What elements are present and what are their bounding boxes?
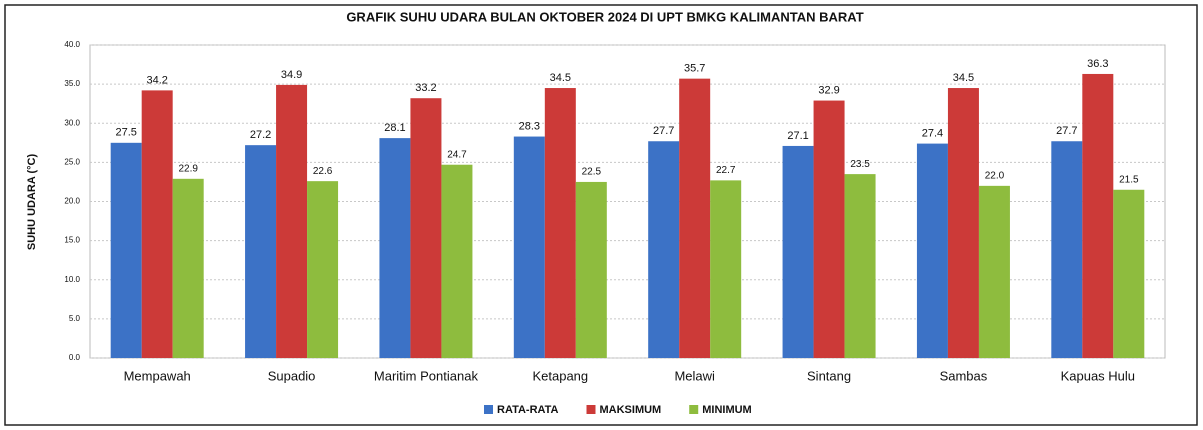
value-label: 33.2 [415, 82, 436, 94]
bar [307, 181, 339, 358]
legend-label: MAKSIMUM [600, 404, 662, 416]
x-tick-label: Ketapang [532, 368, 588, 383]
y-tick-label: 5.0 [69, 314, 81, 323]
y-tick-label: 30.0 [64, 118, 80, 127]
y-tick-label: 10.0 [64, 275, 80, 284]
value-label: 27.5 [115, 127, 136, 139]
legend-swatch [689, 405, 699, 414]
value-label: 34.9 [281, 69, 302, 81]
bar [648, 141, 680, 358]
bar [379, 138, 411, 358]
bar [141, 90, 173, 358]
y-axis-label: SUHU UDARA (°C) [26, 154, 38, 251]
bar [276, 84, 308, 358]
x-tick-label: Melawi [674, 368, 715, 383]
value-label: 21.5 [1119, 174, 1139, 185]
x-tick-label: Supadio [268, 368, 316, 383]
bar [844, 174, 876, 358]
x-tick-label: Mempawah [124, 368, 191, 383]
x-tick-label: Maritim Pontianak [374, 368, 479, 383]
bar [441, 164, 473, 358]
value-label: 36.3 [1087, 58, 1108, 70]
value-label: 34.5 [953, 72, 974, 84]
y-tick-label: 25.0 [64, 157, 80, 166]
y-tick-label: 15.0 [64, 236, 80, 245]
x-tick-label: Sintang [807, 368, 851, 383]
bar [947, 88, 979, 358]
value-label: 27.4 [922, 128, 943, 140]
value-label: 32.9 [818, 84, 839, 96]
legend-swatch [586, 405, 596, 414]
bar [1113, 189, 1145, 358]
value-label: 28.3 [519, 120, 540, 132]
value-label: 27.7 [1056, 125, 1077, 137]
bar [245, 145, 277, 358]
value-label: 34.2 [146, 74, 167, 86]
value-label: 22.6 [313, 166, 333, 177]
value-label: 27.2 [250, 129, 271, 141]
bar [710, 180, 742, 358]
bar [978, 185, 1010, 358]
x-tick-label: Kapuas Hulu [1061, 368, 1135, 383]
bar [1051, 141, 1083, 358]
bar [544, 88, 576, 358]
bar [782, 145, 814, 358]
bar [172, 178, 204, 358]
value-label: 35.7 [684, 63, 705, 75]
bar [1082, 73, 1114, 358]
x-tick-label: Sambas [940, 368, 988, 383]
value-label: 22.9 [178, 163, 198, 174]
value-label: 22.7 [716, 165, 736, 176]
value-label: 24.7 [447, 149, 467, 160]
legend-swatch [484, 405, 493, 414]
value-label: 23.5 [850, 159, 870, 170]
chart-title: GRAFIK SUHU UDARA BULAN OKTOBER 2024 DI … [346, 9, 863, 24]
value-label: 27.1 [787, 130, 808, 142]
y-tick-label: 0.0 [69, 353, 81, 362]
legend-label: MINIMUM [702, 404, 752, 416]
y-tick-label: 35.0 [64, 79, 80, 88]
value-label: 28.1 [384, 122, 405, 134]
value-label: 22.0 [985, 170, 1005, 181]
value-label: 27.7 [653, 125, 674, 137]
bar [679, 78, 711, 359]
legend-label: RATA-RATA [497, 404, 559, 416]
bar [513, 136, 545, 358]
bar [916, 143, 948, 358]
bar [110, 142, 142, 358]
bar [575, 181, 607, 358]
bar [410, 98, 442, 359]
value-label: 22.5 [582, 167, 602, 178]
y-tick-label: 20.0 [64, 197, 80, 206]
y-tick-label: 40.0 [64, 40, 80, 49]
bar [813, 100, 845, 359]
value-label: 34.5 [550, 72, 571, 84]
